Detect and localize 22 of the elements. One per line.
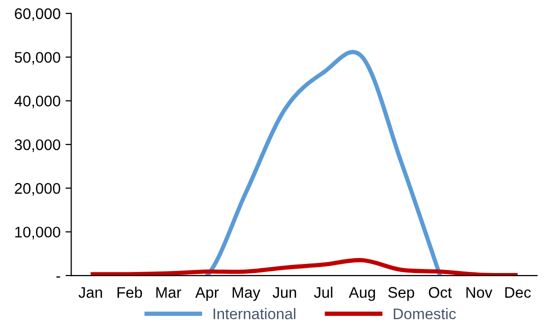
y-tick-label: 60,000 [14,8,60,21]
x-tick-label: Jul [314,286,332,298]
legend-label: International [214,308,296,320]
x-tick-label: May [232,287,260,301]
x-tick-label: Dec [505,287,531,298]
y-tick-label: 20,000 [14,183,60,196]
legend-label: Domestic [394,308,456,320]
x-tick-label: Jan [78,287,102,298]
x-tick-label: Aug [348,287,375,301]
x-tick-label: Apr [195,287,219,301]
y-tick-label: 40,000 [14,96,60,108]
y-tick-label: - [56,276,60,278]
x-tick-label: Oct [428,287,452,298]
x-tick-label: Jun [272,287,296,298]
x-tick-label: Feb [118,286,142,298]
x-tick-label: Nov [466,287,492,298]
y-tick-label: 50,000 [14,52,60,65]
x-tick-label: Sep [388,287,414,301]
x-tick-label: Mar [156,287,182,298]
line-series [88,258,520,276]
y-tick-label: 10,000 [15,226,60,240]
y-tick-label: 30,000 [14,139,60,152]
